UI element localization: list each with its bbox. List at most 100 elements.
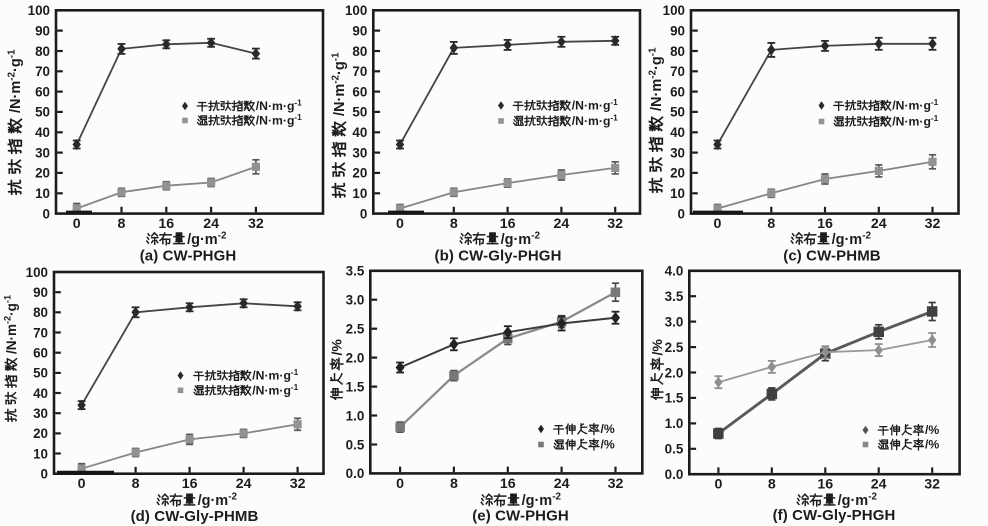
svg-text:/N·m·g-1: /N·m·g-1 (256, 98, 302, 114)
svg-text:32: 32 (925, 216, 941, 232)
svg-text:0: 0 (78, 476, 86, 492)
svg-text:60: 60 (35, 84, 50, 99)
svg-text:/g·m-2: /g·m-2 (198, 492, 238, 510)
svg-text:30: 30 (35, 145, 50, 160)
svg-text:16: 16 (500, 216, 516, 232)
svg-text:10: 10 (35, 186, 50, 201)
svg-text:50: 50 (352, 105, 367, 120)
svg-text:4.0: 4.0 (665, 264, 684, 279)
svg-text:0: 0 (73, 216, 81, 232)
svg-text:30: 30 (352, 145, 367, 160)
svg-text:/N·m-2·g-1: /N·m-2·g-1 (330, 52, 348, 116)
svg-text:0: 0 (41, 467, 48, 482)
svg-text:0: 0 (396, 216, 404, 232)
svg-text:(d) CW-Gly-PHMB: (d) CW-Gly-PHMB (131, 508, 259, 525)
svg-text:/g·m-2: /g·m-2 (522, 492, 562, 510)
svg-text:10: 10 (352, 186, 367, 201)
svg-text:0: 0 (678, 206, 685, 221)
svg-text:/g·m-2: /g·m-2 (832, 230, 872, 248)
svg-text:(c) CW-PHMB: (c) CW-PHMB (783, 248, 881, 265)
svg-text:20: 20 (35, 166, 50, 181)
svg-text:/N·m·g-1: /N·m·g-1 (252, 367, 298, 383)
svg-text:/%: /% (925, 438, 939, 452)
svg-text:80: 80 (35, 44, 50, 59)
svg-text:/N·m-2·g-1: /N·m-2·g-1 (6, 49, 24, 113)
svg-text:90: 90 (35, 23, 50, 38)
svg-text:/N·m·g-1: /N·m·g-1 (256, 112, 302, 128)
svg-text:0.0: 0.0 (665, 467, 684, 482)
svg-text:8: 8 (450, 476, 458, 492)
svg-text:100: 100 (28, 3, 50, 18)
svg-text:60: 60 (33, 346, 48, 361)
svg-text:100: 100 (345, 3, 367, 18)
svg-text:16: 16 (158, 216, 174, 232)
svg-text:70: 70 (35, 64, 50, 79)
svg-text:/g·m-2: /g·m-2 (501, 230, 541, 248)
svg-text:90: 90 (670, 23, 685, 38)
svg-text:16: 16 (817, 477, 833, 493)
svg-text:30: 30 (33, 406, 48, 421)
svg-text:90: 90 (33, 285, 48, 300)
svg-text:2.0: 2.0 (346, 350, 365, 365)
svg-text:40: 40 (670, 125, 685, 140)
svg-text:32: 32 (248, 216, 264, 232)
svg-text:32: 32 (290, 476, 306, 492)
svg-text:0: 0 (360, 206, 367, 221)
svg-text:80: 80 (670, 44, 685, 59)
svg-text:0: 0 (396, 476, 404, 492)
svg-text:0.5: 0.5 (346, 437, 365, 452)
svg-text:3.0: 3.0 (346, 293, 365, 308)
svg-text:24: 24 (871, 216, 887, 232)
svg-text:3.5: 3.5 (346, 264, 365, 279)
svg-text:50: 50 (670, 105, 685, 120)
svg-text:70: 70 (670, 64, 685, 79)
svg-text:3.5: 3.5 (665, 289, 684, 304)
svg-text:24: 24 (236, 476, 252, 492)
svg-text:80: 80 (352, 44, 367, 59)
svg-text:2.5: 2.5 (665, 340, 684, 355)
svg-text:0.5: 0.5 (665, 442, 684, 457)
svg-text:/%: /% (601, 422, 615, 436)
svg-text:1.5: 1.5 (665, 391, 684, 406)
svg-text:100: 100 (26, 265, 48, 280)
svg-text:8: 8 (767, 216, 775, 232)
svg-text:24: 24 (554, 476, 570, 492)
svg-text:/N·m·g-1: /N·m·g-1 (572, 113, 618, 129)
svg-text:/N·m-2·g-1: /N·m-2·g-1 (647, 47, 665, 111)
svg-text:24: 24 (554, 216, 570, 232)
svg-text:8: 8 (768, 477, 776, 493)
svg-text:20: 20 (352, 166, 367, 181)
svg-text:20: 20 (33, 426, 48, 441)
svg-text:3.0: 3.0 (665, 314, 684, 329)
svg-text:/N·m·g-1: /N·m·g-1 (252, 382, 298, 398)
svg-text:(b) CW-Gly-PHGH: (b) CW-Gly-PHGH (434, 248, 561, 265)
svg-text:90: 90 (352, 23, 367, 38)
svg-text:40: 40 (35, 125, 50, 140)
svg-text:60: 60 (670, 84, 685, 99)
svg-text:80: 80 (33, 305, 48, 320)
svg-text:/%: /% (925, 423, 939, 437)
svg-text:50: 50 (35, 105, 50, 120)
svg-text:2.5: 2.5 (346, 322, 365, 337)
svg-text:0: 0 (43, 206, 50, 221)
svg-text:(e) CW-PHGH: (e) CW-PHGH (472, 507, 569, 524)
svg-text:30: 30 (670, 145, 685, 160)
svg-text:70: 70 (33, 325, 48, 340)
svg-text:/%: /% (601, 438, 615, 452)
svg-text:/g·m-2: /g·m-2 (187, 230, 227, 248)
svg-text:0: 0 (714, 216, 722, 232)
svg-text:/%: /% (649, 339, 665, 356)
svg-text:16: 16 (817, 216, 833, 232)
svg-text:10: 10 (670, 186, 685, 201)
svg-text:1.0: 1.0 (665, 416, 684, 431)
svg-text:0: 0 (714, 477, 722, 493)
svg-text:16: 16 (500, 476, 516, 492)
svg-text:2.0: 2.0 (665, 365, 684, 380)
svg-text:0.0: 0.0 (346, 466, 365, 481)
svg-text:32: 32 (608, 476, 624, 492)
svg-text:24: 24 (203, 216, 219, 232)
svg-text:32: 32 (924, 477, 940, 493)
svg-text:40: 40 (33, 386, 48, 401)
svg-text:1.0: 1.0 (346, 408, 365, 423)
svg-text:60: 60 (352, 84, 367, 99)
